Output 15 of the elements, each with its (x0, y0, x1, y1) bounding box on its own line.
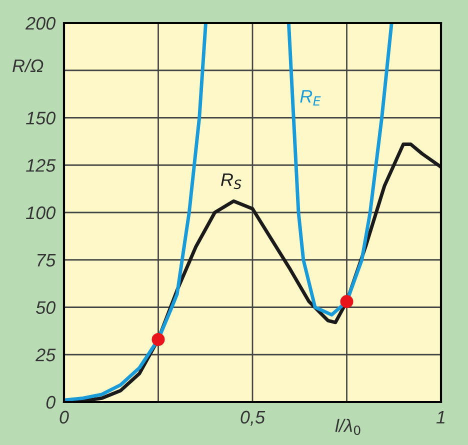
series-label: R$_{E}$ (300, 90, 321, 106)
x-tick-label: 0,5 (240, 410, 266, 426)
x-axis-title: l/λ$_{0}$ (335, 418, 360, 436)
y-axis-title: R/Ω (12, 58, 44, 72)
x-tick-label: 1 (436, 410, 444, 424)
y-tick-label: 25 (35, 348, 56, 362)
y-tick-label: 200 (25, 16, 56, 30)
series-label: R$_{S}$ (221, 174, 242, 190)
y-tick-label: 125 (26, 159, 56, 172)
y-tick-label: 100 (26, 206, 56, 220)
y-tick-label: 0 (46, 396, 56, 409)
x-tick-label: 0 (60, 410, 69, 424)
y-tick-label: 150 (26, 112, 56, 124)
y-tick-label: 50 (36, 301, 56, 314)
y-tick-label: 75 (37, 254, 56, 267)
